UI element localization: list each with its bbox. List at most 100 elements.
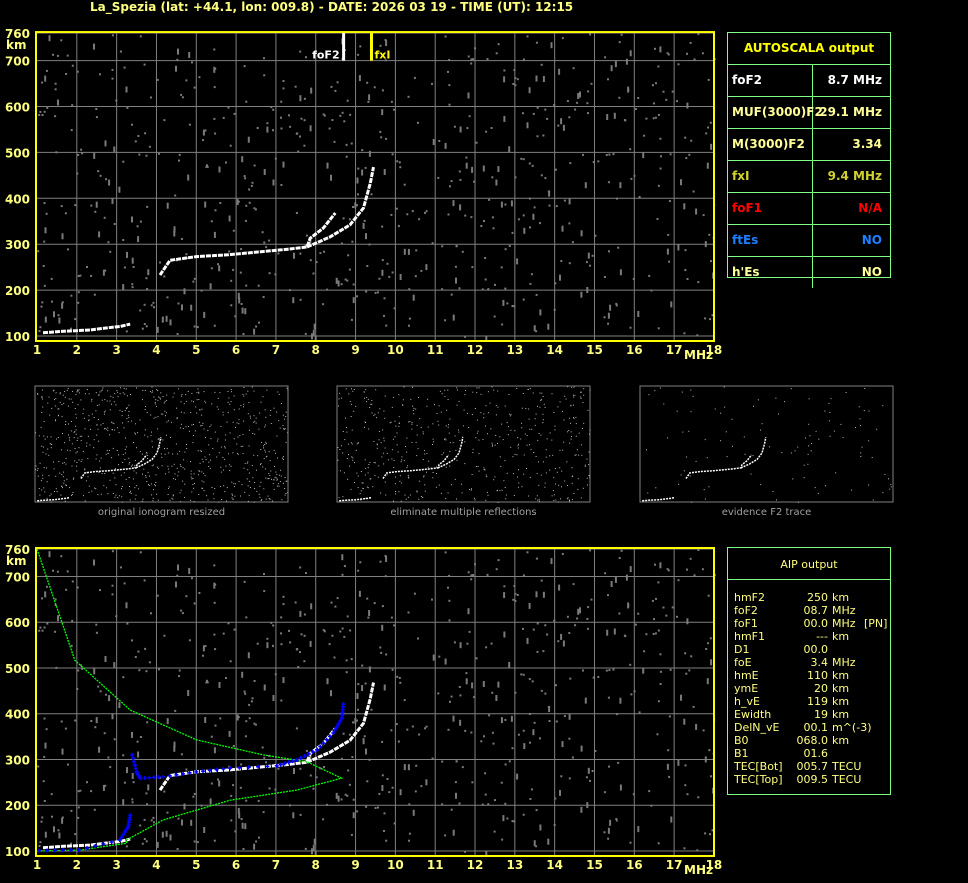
thumb-noise-dot (521, 486, 523, 488)
thumb-noise-dot (487, 412, 489, 414)
noise-dot (615, 304, 618, 307)
aip-trace-point (174, 772, 179, 777)
thumb-noise-dot (39, 462, 41, 464)
noise-dot (695, 723, 698, 730)
thumb-noise-dot (540, 434, 542, 436)
noise-dot (517, 733, 520, 736)
thumb-noise-dot (860, 425, 861, 427)
noise-dot (591, 254, 594, 257)
thumb-noise-dot (68, 423, 69, 425)
thumb-noise-dot (338, 405, 340, 407)
noise-dot (657, 700, 660, 703)
noise-dot (299, 252, 302, 255)
thumb-noise-dot (125, 452, 126, 454)
noise-dot (173, 741, 176, 748)
noise-dot (150, 612, 152, 615)
thumb-noise-dot (154, 484, 155, 486)
noise-dot (568, 737, 571, 740)
thumb-noise-dot (456, 389, 458, 391)
noise-dot (236, 714, 239, 721)
thumb-noise-dot (129, 462, 131, 463)
thumb-noise-dot (554, 425, 556, 427)
thumb-noise-dot (190, 412, 192, 413)
noise-dot (251, 181, 254, 184)
thumb-noise-dot (582, 402, 584, 403)
thumb-noise-dot (408, 421, 410, 423)
noise-dot (41, 629, 44, 632)
noise-dot (60, 555, 63, 558)
thumb-noise-dot (586, 477, 588, 479)
thumb-noise-dot (192, 484, 194, 485)
thumb-noise-dot (483, 417, 485, 419)
thumb-noise-dot (44, 491, 46, 493)
thumb-noise-dot (50, 493, 52, 495)
thumb-noise-dot (183, 459, 185, 461)
noise-dot (132, 266, 135, 268)
thumb-noise-dot (287, 492, 289, 494)
noise-dot (134, 140, 137, 143)
noise-dot (447, 213, 450, 216)
noise-dot (425, 779, 428, 786)
thumb-noise-dot (96, 454, 98, 456)
noise-dot (610, 581, 613, 587)
noise-dot (379, 646, 382, 649)
x-tick-label: 6 (232, 343, 240, 357)
thumb-noise-dot (95, 488, 97, 490)
noise-dot (243, 65, 246, 68)
thumb-noise-dot (364, 474, 366, 476)
noise-dot (677, 63, 680, 66)
noise-dot (668, 200, 671, 202)
thumb-noise-dot (101, 399, 103, 401)
thumb-noise-dot (279, 427, 281, 429)
thumb-noise-dot (506, 422, 508, 424)
thumb-noise-dot (69, 487, 71, 489)
noise-dot (659, 683, 662, 685)
noise-dot (516, 258, 519, 265)
thumb-noise-dot (374, 475, 376, 477)
noise-dot (425, 725, 428, 728)
thumb-noise-dot (238, 480, 240, 482)
thumb-noise-dot (287, 389, 289, 391)
noise-dot (141, 842, 144, 845)
x-tick-label: 4 (152, 858, 160, 872)
noise-dot (536, 650, 539, 653)
thumb-noise-dot (432, 423, 434, 425)
noise-dot (444, 142, 447, 149)
thumb-noise-dot (156, 389, 158, 391)
thumb-noise-dot (64, 442, 66, 444)
noise-dot (364, 166, 367, 169)
noise-dot (361, 149, 364, 152)
thumb-noise-dot (373, 415, 375, 417)
noise-dot (488, 198, 491, 201)
thumb-noise-dot (117, 396, 119, 398)
aip-row: DelN_vE 00.1 m^(-3) (728, 721, 890, 734)
noise-dot (356, 810, 359, 813)
noise-dot (528, 162, 531, 165)
noise-dot (156, 594, 159, 597)
thumb-noise-dot (471, 488, 472, 490)
autoscala-row: ftEs NO (728, 225, 890, 257)
noise-dot (192, 795, 195, 798)
thumb-noise-dot (418, 480, 420, 482)
thumb-noise-dot (125, 407, 127, 409)
thumb-noise-dot (376, 443, 378, 445)
noise-dot (572, 67, 575, 70)
thumb-noise-dot (180, 423, 182, 425)
noise-dot (309, 640, 312, 647)
thumb-noise-dot (573, 396, 575, 398)
noise-dot (125, 86, 128, 93)
noise-dot (470, 731, 473, 734)
noise-dot (407, 611, 410, 614)
noise-dot (94, 210, 97, 213)
noise-dot (95, 631, 98, 634)
noise-dot (178, 159, 180, 162)
thumb-noise-dot (98, 440, 100, 442)
aip-unit: km (832, 682, 850, 695)
noise-dot (542, 76, 545, 82)
thumb-noise-dot (137, 432, 139, 434)
thumb-noise-dot (381, 456, 383, 458)
thumb-noise-dot (72, 401, 74, 403)
thumb-noise-dot (405, 498, 407, 500)
noise-dot (145, 792, 148, 795)
thumb-noise-dot (157, 467, 159, 469)
